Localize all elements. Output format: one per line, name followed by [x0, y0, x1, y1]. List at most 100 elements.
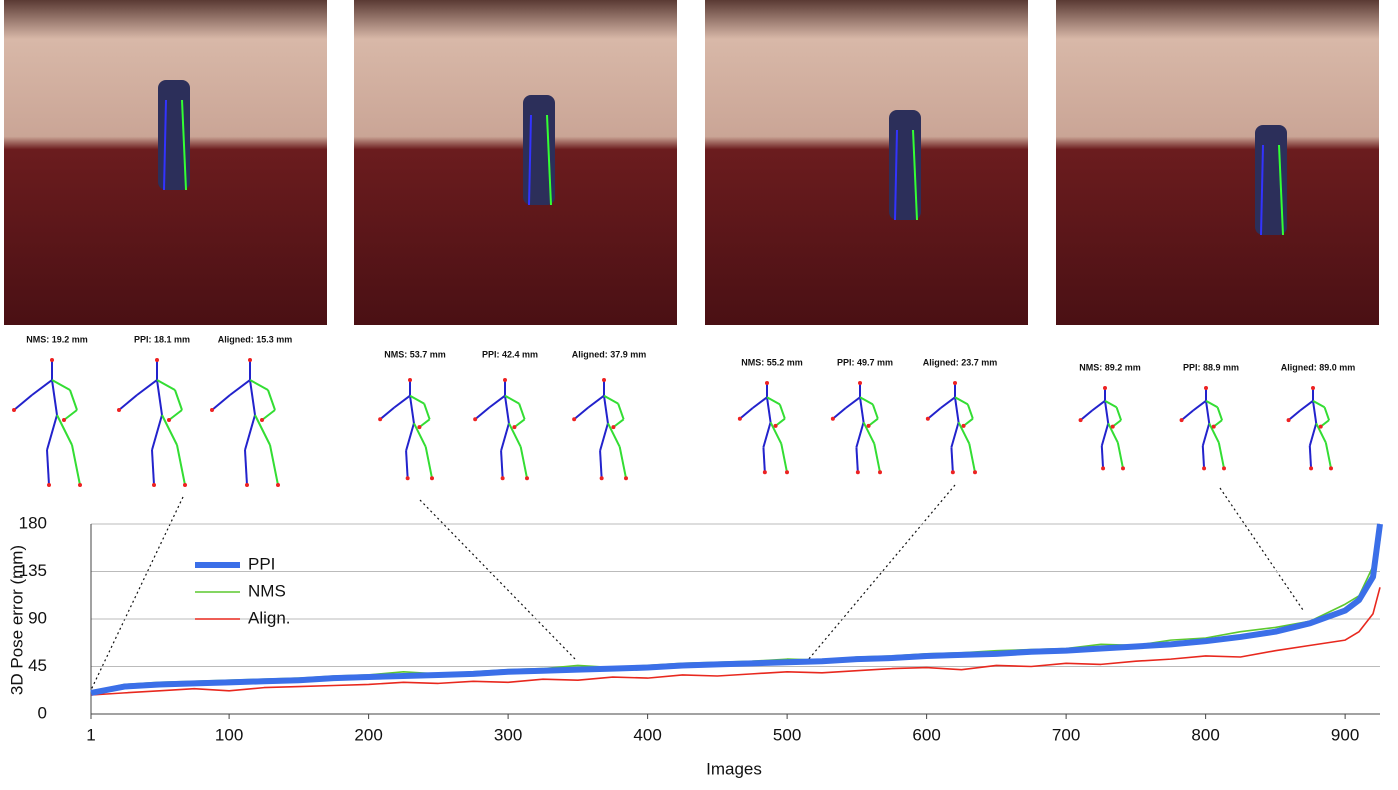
panel-label: PPI: 88.9 mm: [1183, 362, 1239, 372]
skeleton-joint: [183, 483, 187, 487]
callout-line: [419, 499, 577, 661]
panel-label: NMS: 89.2 mm: [1079, 362, 1141, 372]
skeleton-bone: [1217, 442, 1225, 469]
skeleton-panels: NMS: 19.2 mm PPI: 18.1 mm Aligned: 15.3 mm…: [12, 334, 1355, 691]
skeleton-bone: [418, 418, 431, 428]
skeleton-bone: [504, 395, 510, 424]
skeleton-bone: [261, 409, 276, 421]
skeleton-bone: [599, 422, 609, 451]
skeleton-bone: [1104, 400, 1110, 424]
x-tick-label: 1: [86, 725, 95, 744]
skeleton-bone: [855, 447, 859, 473]
skeleton-bone: [1079, 409, 1093, 421]
panel-label: PPI: 49.7 mm: [837, 357, 893, 367]
skeleton-bone: [855, 422, 865, 448]
skeleton-joint: [737, 416, 742, 421]
skeleton-joint: [785, 470, 789, 475]
skeleton-joint: [152, 483, 156, 487]
bone: [546, 114, 552, 206]
skeleton-bone: [46, 414, 58, 451]
skeleton-bone: [871, 404, 879, 420]
skeleton-bone: [778, 404, 786, 420]
y-axis-label: 3D Pose error (mm): [7, 545, 26, 695]
skeleton-bone: [229, 379, 251, 396]
skeleton-joint: [1110, 424, 1115, 429]
skeleton-bone: [31, 379, 53, 396]
skeleton-joint: [961, 423, 966, 428]
skeleton-bone: [413, 422, 427, 448]
skeleton-bone: [1312, 400, 1318, 424]
skeleton-bone: [1216, 406, 1224, 421]
skeleton-bone: [151, 449, 155, 486]
skeleton-joint: [1103, 386, 1107, 390]
skeleton-joint: [78, 483, 82, 487]
callout-line: [1219, 487, 1304, 611]
skeleton-bone: [859, 396, 874, 406]
skeleton-bone: [1324, 442, 1332, 469]
skeleton-bone: [1201, 423, 1211, 447]
skeleton-bone: [1287, 409, 1301, 421]
skeleton-bone: [612, 418, 625, 428]
y-tick-label: 135: [19, 561, 47, 580]
skeleton-bone: [267, 389, 276, 411]
bone: [528, 114, 532, 206]
skeleton-joint: [117, 408, 121, 412]
skeleton-joint: [1204, 386, 1208, 390]
skeleton-joint: [1211, 424, 1216, 429]
skeleton-joint: [167, 418, 171, 422]
skeleton-bone: [176, 444, 186, 486]
skeleton-bone: [1115, 406, 1123, 421]
skeleton-bone: [379, 406, 395, 421]
skeleton-bone: [63, 409, 78, 421]
legend-label: PPI: [248, 554, 275, 573]
skeleton-bone: [766, 396, 781, 406]
skeleton-bone: [1205, 399, 1219, 409]
skeleton-bone: [409, 395, 415, 424]
skeleton-joint: [1286, 418, 1291, 423]
skeleton-bone: [1299, 400, 1314, 412]
skeleton-bone: [249, 379, 269, 391]
skeleton-joint: [950, 470, 955, 475]
skeleton-bone: [46, 449, 50, 486]
y-tick-label: 90: [28, 608, 47, 627]
skeleton-joint: [762, 470, 767, 475]
skeleton-joint: [830, 416, 835, 421]
chart: 0 45 90 135 180 1 100 200 300 400 500 600 700 800 900 I…: [7, 513, 1383, 778]
skeleton-bone: [832, 407, 847, 420]
skeleton-joint: [602, 378, 606, 382]
skeleton-joint: [503, 378, 507, 382]
skeleton-bone: [168, 409, 183, 421]
skeleton-bone: [607, 422, 621, 448]
skeleton-joint: [512, 425, 517, 430]
skeleton-bone: [69, 389, 78, 411]
skeleton-bone: [954, 397, 960, 423]
skeleton-bone: [940, 396, 956, 409]
panel-label: PPI: 42.4 mm: [482, 349, 538, 359]
skeleton-joint: [62, 418, 66, 422]
skeleton-joint: [858, 381, 862, 385]
skeleton-joint: [765, 381, 769, 385]
skeleton-joint: [773, 423, 778, 428]
skeleton-bone: [244, 449, 248, 486]
skeleton-joint: [1202, 466, 1207, 471]
skeleton-joint: [572, 417, 577, 422]
skeleton-joint: [408, 378, 412, 382]
skeleton-bone: [599, 450, 603, 479]
skeleton-bone: [752, 396, 768, 409]
skeleton-bone: [156, 379, 176, 391]
skeleton-bone: [1180, 409, 1194, 421]
skeleton-bone: [618, 446, 627, 479]
skeleton-bone: [508, 422, 522, 448]
skeleton-bone: [156, 379, 163, 416]
skeleton-bone: [873, 443, 881, 473]
x-axis-label: Images: [706, 759, 762, 778]
skeleton-joint: [1311, 386, 1315, 390]
skeleton-bone: [71, 444, 81, 486]
skeleton-joint: [155, 358, 159, 362]
skeleton-joint: [417, 425, 422, 430]
skeleton-bone: [424, 446, 433, 479]
x-tick-label: 400: [633, 725, 661, 744]
skeleton-bone: [1100, 423, 1110, 447]
x-tick-label: 300: [494, 725, 522, 744]
series-line: [90, 587, 1381, 696]
